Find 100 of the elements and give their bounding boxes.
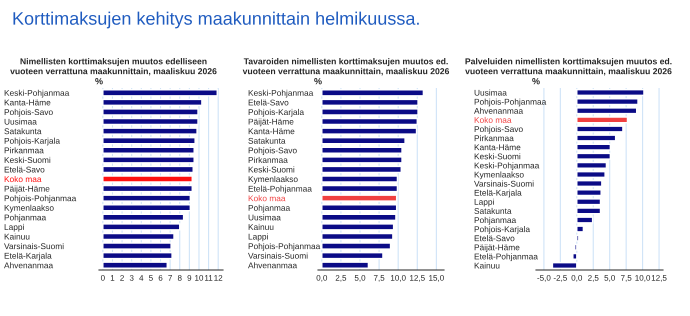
y-tick-label: Varsinais-Suomi xyxy=(248,252,308,259)
y-tick-label: Päijät-Häme xyxy=(248,118,294,126)
bar xyxy=(321,242,392,250)
y-tick-label: Päijät-Häme xyxy=(4,186,50,194)
x-tick-label: 12,5 xyxy=(652,275,667,282)
x-tick-label: 10 xyxy=(195,275,204,281)
x-tick-label: 8 xyxy=(178,275,182,281)
bar xyxy=(102,118,199,126)
bar xyxy=(102,137,196,144)
bar xyxy=(576,207,602,214)
bar xyxy=(576,162,608,169)
bar xyxy=(576,198,602,206)
y-tick-label: Etelä-Karjala xyxy=(4,252,52,260)
y-tick-label: Kanta-Häme xyxy=(474,144,520,150)
y-tick-label: Etelä-Pohjanmaa xyxy=(248,186,312,194)
y-tick-label: Lappi xyxy=(474,198,494,206)
bar xyxy=(576,170,606,178)
bar xyxy=(102,175,193,183)
y-tick-label: Kainuu xyxy=(474,262,500,269)
x-tick-label: 0 xyxy=(100,275,105,281)
bar xyxy=(321,214,397,221)
x-tick-label: 9 xyxy=(187,275,192,281)
y-tick-label: Lappi xyxy=(248,233,268,242)
y-tick-label: Pohjois-Karjala xyxy=(248,108,304,117)
chart-title: Nimellisten korttimaksujen muutos edelliseen vuoteen verrattuna maakunnittain, maaliskuu 2026 xyxy=(10,58,217,76)
y-tick-label: Lappi xyxy=(4,224,24,232)
y-tick-label: Koko maa xyxy=(248,195,286,202)
x-tick-label: 7 xyxy=(168,275,172,281)
x-tick-label: -5,0 xyxy=(537,275,551,282)
bar xyxy=(321,166,402,174)
bar xyxy=(102,223,180,231)
y-tick-label: Varsinais-Suomi xyxy=(4,243,64,250)
bar xyxy=(552,262,578,269)
bar xyxy=(576,89,645,96)
bar xyxy=(576,152,612,160)
bar xyxy=(321,204,398,212)
bar xyxy=(102,89,218,96)
bar xyxy=(576,98,639,106)
bar xyxy=(102,242,172,250)
text: % xyxy=(95,78,103,84)
bar xyxy=(321,98,419,106)
y-tick-label: Pohjois-Savo xyxy=(474,126,523,134)
y-tick-label: Satakunta xyxy=(474,208,512,214)
x-tick-label: 3 xyxy=(130,275,134,281)
bar xyxy=(576,116,628,124)
y-tick-label: Kymenlaakso xyxy=(248,176,298,184)
y-tick-label: Pohjois-Pohjanmaa xyxy=(474,98,546,106)
y-tick-label: Kainuu xyxy=(4,233,30,240)
y-tick-label: Kainuu xyxy=(248,224,274,230)
y-tick-label: Pohjois-Savo xyxy=(248,147,297,156)
chart-title: Palveluiden nimellisten korttimaksujen muutos ed. vuoteen verrattuna maakunnittain, maaliskuu 2026 xyxy=(465,58,672,76)
y-tick-label: Pohjois-Karjala xyxy=(4,138,60,146)
y-tick-label: Keski-Pohjanmaa xyxy=(474,162,540,170)
bar xyxy=(321,137,406,144)
x-tick-label: 10,0 xyxy=(635,275,650,282)
bar xyxy=(321,89,424,96)
bar xyxy=(102,252,173,260)
bar xyxy=(321,118,418,126)
y-tick-label: Ahvenanmaa xyxy=(248,262,298,268)
bar xyxy=(102,156,195,164)
y-tick-label: Pohjois-Savo xyxy=(4,108,53,117)
x-tick-label: 11 xyxy=(205,275,212,281)
bar xyxy=(576,144,612,151)
y-tick-label: Ahvenanmaa xyxy=(474,108,524,114)
bar xyxy=(321,223,394,231)
text: Korttimaksujen kehitys maakunnittain helmikuussa. xyxy=(13,12,419,28)
bar xyxy=(576,107,638,114)
y-tick-label: Uusimaa xyxy=(4,118,37,125)
bar xyxy=(321,175,398,183)
y-tick-label: Varsinais-Suomi xyxy=(474,180,534,187)
y-tick-label: Etelä-Karjala xyxy=(474,190,522,198)
x-tick-label: 0,0 xyxy=(572,275,582,282)
x-tick-label: 4 xyxy=(139,275,144,281)
bar xyxy=(102,194,192,202)
y-tick-label: Kymenlaakso xyxy=(4,204,54,212)
y-tick-label: Kanta-Häme xyxy=(4,100,50,106)
bar xyxy=(321,184,398,192)
y-tick-label: Etelä-Savo xyxy=(474,235,514,242)
x-tick-label: -2,5 xyxy=(554,275,567,282)
x-tick-label: 2 xyxy=(120,275,124,281)
y-tick-label: Keski-Pohjanmaa xyxy=(4,90,70,98)
x-tick-label: 7,5 xyxy=(374,275,384,282)
bar xyxy=(102,108,199,116)
bar xyxy=(321,252,384,260)
y-tick-label: Päijät-Häme xyxy=(474,244,520,252)
y-tick-label: Uusimaa xyxy=(474,90,507,96)
chart-title: Tavaroiden nimellisten korttimaksujen muutos ed. vuoteen verrattuna maakunnittain, maaliskuu 2026 xyxy=(242,58,450,76)
y-tick-label: Kanta-Häme xyxy=(248,128,294,134)
x-tick-label: 6 xyxy=(158,275,162,281)
x-tick-label: 15,0 xyxy=(429,275,444,282)
y-tick-label: Koko maa xyxy=(4,176,42,182)
x-tick-label: 12,5 xyxy=(410,275,425,282)
text: % xyxy=(532,78,540,84)
bar xyxy=(576,189,602,196)
y-tick-label: Pohjois-Karjala xyxy=(474,226,530,234)
x-tick-label: 5 xyxy=(148,275,153,281)
y-tick-label: Keski-Suomi xyxy=(4,156,50,163)
bar xyxy=(102,214,184,221)
bar xyxy=(576,134,616,142)
y-tick-label: Etelä-Savo xyxy=(4,166,44,173)
